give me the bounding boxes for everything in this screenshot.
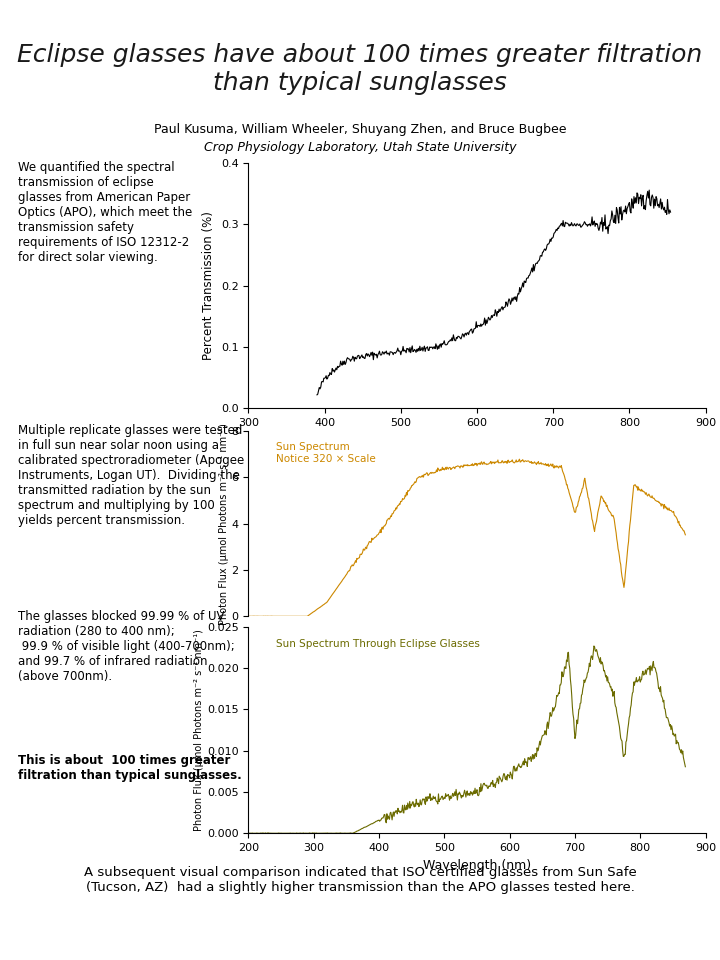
Text: Eclipse glasses have about 100 times greater filtration
than typical sunglasses: Eclipse glasses have about 100 times gre… [17,43,703,95]
X-axis label: Wavelength (nm): Wavelength (nm) [423,433,531,446]
Y-axis label: Percent Transmission (%): Percent Transmission (%) [202,211,215,360]
Text: Multiple replicate glasses were tested
in full sun near solar noon using a
calib: Multiple replicate glasses were tested i… [18,424,244,527]
X-axis label: Wavelength (nm): Wavelength (nm) [423,858,531,872]
Text: Sun Spectrum
Notice 320 × Scale: Sun Spectrum Notice 320 × Scale [276,443,376,464]
Text: This is about  100 times greater
filtration than typical sunglasses.: This is about 100 times greater filtrati… [18,754,242,781]
Y-axis label: Photon Flux (μmol Photons m⁻² s⁻¹ nm⁻¹): Photon Flux (μmol Photons m⁻² s⁻¹ nm⁻¹) [194,629,204,831]
Text: Crop Physiology Laboratory, Utah State University: Crop Physiology Laboratory, Utah State U… [204,141,516,155]
Text: Sun Spectrum Through Eclipse Glasses: Sun Spectrum Through Eclipse Glasses [276,639,480,649]
Text: The glasses blocked 99.99 % of UV
radiation (280 to 400 nm);
 99.9 % of visible : The glasses blocked 99.99 % of UV radiat… [18,610,235,683]
Y-axis label: Photon Flux (μmol Photons m⁻² s⁻¹ nm⁻¹): Photon Flux (μmol Photons m⁻² s⁻¹ nm⁻¹) [219,422,229,625]
Text: A subsequent visual comparison indicated that ISO certified glasses from Sun Saf: A subsequent visual comparison indicated… [84,866,636,894]
Text: Paul Kusuma, William Wheeler, Shuyang Zhen, and Bruce Bugbee: Paul Kusuma, William Wheeler, Shuyang Zh… [154,123,566,136]
Text: We quantified the spectral
transmission of eclipse
glasses from American Paper
O: We quantified the spectral transmission … [18,161,192,264]
